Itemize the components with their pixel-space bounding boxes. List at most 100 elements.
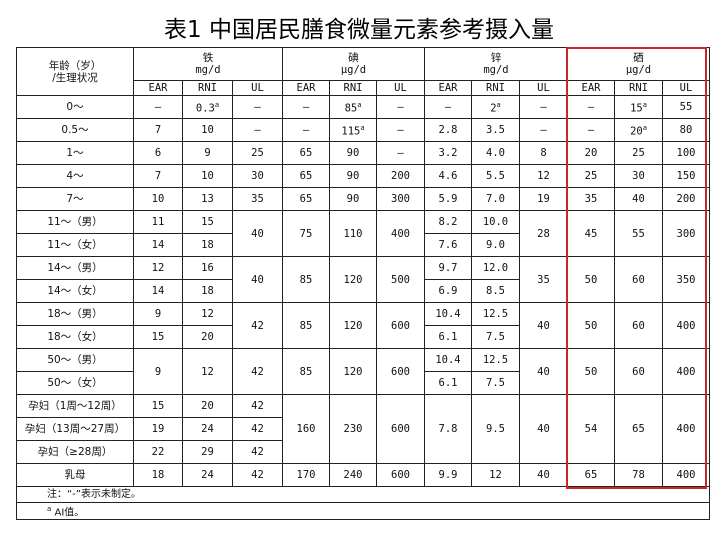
value-cell: 300	[662, 210, 710, 257]
value-cell: 75	[282, 210, 330, 257]
cell-text: 乳母	[64, 469, 86, 481]
value-cell: 20	[182, 325, 233, 349]
note-text: AI值。	[51, 507, 85, 519]
cell-text: 10	[201, 170, 214, 182]
nutrient-unit: μg/d	[625, 64, 652, 76]
cell-text: 85	[299, 365, 313, 378]
value-cell: 240	[329, 463, 377, 487]
value-cell: 65	[282, 187, 330, 211]
value-cell: 12.0	[471, 256, 520, 280]
value-cell: 85	[282, 348, 330, 395]
cell-text: 15	[151, 331, 165, 343]
cell-text: 20	[630, 125, 643, 138]
column-header: EAR	[282, 80, 330, 96]
value-cell: 10	[182, 164, 233, 188]
cell-text: 孕妇（13周～27周）	[24, 423, 126, 435]
cell-text: 42	[251, 400, 264, 412]
nutrient-unit: mg/d	[195, 64, 221, 76]
note-row: 注：“-”表示未制定。	[16, 486, 710, 503]
value-cell: 600	[376, 302, 425, 349]
cell-text: 6.1	[438, 377, 458, 389]
cell-text: 12	[201, 308, 214, 320]
value-cell: 4.6	[424, 164, 472, 188]
cell-text: 16	[201, 262, 214, 274]
value-cell: 18	[182, 233, 233, 257]
cell-text: 40	[537, 423, 550, 435]
cell-text: 11～（男）	[47, 216, 103, 228]
value-cell: 50	[567, 302, 615, 349]
cell-text: 6.9	[438, 285, 458, 297]
cell-text: 24	[201, 469, 214, 481]
value-cell: 90	[329, 141, 377, 165]
value-cell: 7	[133, 164, 183, 188]
table-row: 1～ 6 9 25 65 90 — 3.2 4.0 8 20 25 100	[16, 141, 710, 165]
cell-text: 40	[251, 227, 264, 240]
value-cell: 15	[182, 210, 233, 234]
value-cell: 13	[182, 187, 233, 211]
cell-text: 9	[154, 308, 162, 320]
value-cell: 8	[519, 141, 568, 165]
cell-text: 300	[391, 193, 410, 205]
cell-text: 100	[676, 147, 696, 159]
value-cell: 40	[519, 463, 568, 487]
value-cell: 115a	[329, 118, 377, 142]
value-cell: 2.8	[424, 118, 472, 142]
cell-text: 400	[676, 365, 696, 378]
value-cell: 400	[376, 210, 425, 257]
cell-text: 2	[490, 102, 497, 115]
value-cell: 500	[376, 256, 425, 303]
age-header-label2: /生理状况	[52, 71, 98, 84]
cell-text: 42	[251, 469, 264, 481]
value-cell: 90	[329, 164, 377, 188]
nutrient-unit: μg/d	[340, 64, 367, 76]
age-group-cell: 1～	[16, 141, 134, 165]
cell-text: 78	[632, 469, 645, 481]
value-cell: 10.0	[471, 210, 520, 234]
value-cell: —	[424, 95, 472, 119]
value-cell: 28	[519, 210, 568, 257]
cell-text: 35	[537, 273, 550, 286]
age-group-cell: 孕妇（1周～12周）	[16, 394, 134, 418]
value-cell: —	[232, 118, 283, 142]
value-cell: —	[519, 95, 568, 119]
cell-text: 50～（男）	[47, 354, 103, 366]
value-cell: 19	[133, 417, 183, 441]
value-cell: 15	[133, 325, 183, 349]
column-header: RNI	[471, 80, 520, 96]
table-row: 11～（女） 14 18 7.6 9.0	[16, 233, 710, 257]
cell-text: 19	[537, 193, 550, 205]
cell-text: 55	[679, 101, 693, 113]
cell-text: —	[254, 124, 261, 136]
cell-text: 600	[391, 423, 410, 435]
cell-text: 20	[201, 400, 214, 412]
cell-text: 9	[154, 365, 162, 378]
table-row: 0.5～ 7 10— —115a —2.8 3.5— —20a 80	[16, 118, 710, 142]
cell-text: 600	[391, 319, 410, 332]
value-cell: 9.0	[471, 233, 520, 257]
value-cell: 40	[519, 394, 568, 464]
table-row: 0～ —0.3a — —85a — —2a — —15a 55	[16, 95, 710, 119]
value-cell: —	[282, 118, 330, 142]
cell-text: —	[397, 147, 404, 159]
value-cell: 55	[662, 95, 710, 119]
value-cell: 24	[182, 417, 233, 441]
value-cell: 19	[519, 187, 568, 211]
value-cell: 9.7	[424, 256, 472, 280]
table-row: 孕妇（1周～12周） 15 20 42 160 230 600 7.8 9.5 40 54 65 400	[16, 394, 710, 464]
value-cell: 25	[567, 164, 615, 188]
value-cell: —	[232, 95, 283, 119]
value-cell: 78	[614, 463, 663, 487]
cell-text: 25	[584, 170, 598, 182]
cell-text: 29	[201, 446, 214, 458]
column-header: UL	[519, 80, 568, 96]
value-cell: 200	[376, 164, 425, 188]
nutrient-name: 锌	[490, 52, 502, 64]
age-group-cell: 0.5～	[16, 118, 134, 142]
value-cell: 42	[232, 417, 283, 441]
cell-text: 30	[251, 170, 264, 182]
cell-text: 12.5	[482, 354, 509, 366]
cell-text: 孕妇（1周～12周）	[28, 400, 122, 412]
value-cell: 45	[567, 210, 615, 257]
value-cell: 160	[282, 394, 330, 464]
cell-text: 65	[299, 193, 313, 205]
